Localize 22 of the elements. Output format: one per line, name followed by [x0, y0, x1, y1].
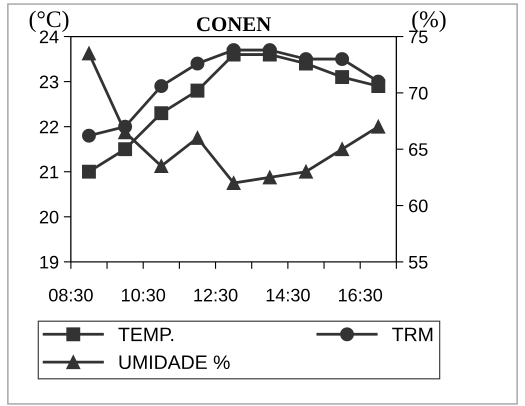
y-tick-label: 23	[40, 76, 58, 88]
legend-label: TRM	[392, 328, 432, 342]
y2-tick-label: 55	[408, 256, 428, 269]
y2-tick-label: 75	[409, 30, 428, 44]
x-tick-label: 16:30	[338, 288, 382, 302]
y-tick-label: 20	[40, 210, 58, 224]
y-tick-label: 19	[40, 256, 58, 269]
x-tick-label: 10:30	[122, 288, 166, 302]
y2-tick-label: 70	[409, 86, 428, 100]
y2-tick-label: 65	[409, 143, 428, 156]
y-tick-label: 21	[40, 166, 58, 178]
y2-axis-title: (%)	[412, 10, 446, 32]
x-tick-label: 14:30	[266, 288, 310, 302]
chart-title: CONEN	[197, 17, 271, 32]
y-axis-title: (°C)	[30, 10, 68, 32]
y-tick-label: 22	[40, 120, 58, 134]
x-tick-label: 12:30	[194, 288, 238, 302]
y2-tick-label: 60	[409, 199, 428, 212]
x-tick-label: 08:30	[48, 288, 93, 302]
y-tick-label: 24	[40, 30, 59, 44]
legend-label: UMIDADE %	[120, 355, 230, 370]
legend-label: TEMP.	[118, 328, 174, 342]
